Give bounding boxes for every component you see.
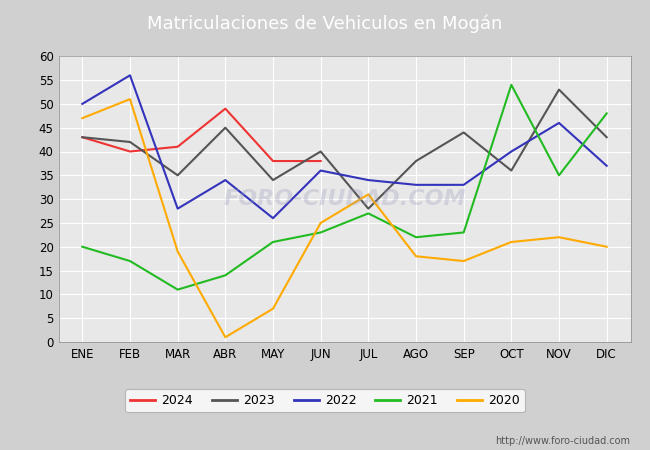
Text: Matriculaciones de Vehiculos en Mogán: Matriculaciones de Vehiculos en Mogán <box>148 14 502 33</box>
Legend: 2024, 2023, 2022, 2021, 2020: 2024, 2023, 2022, 2021, 2020 <box>125 389 525 412</box>
Text: http://www.foro-ciudad.com: http://www.foro-ciudad.com <box>495 436 630 446</box>
Text: FORO-CIUDAD.COM: FORO-CIUDAD.COM <box>223 189 466 209</box>
